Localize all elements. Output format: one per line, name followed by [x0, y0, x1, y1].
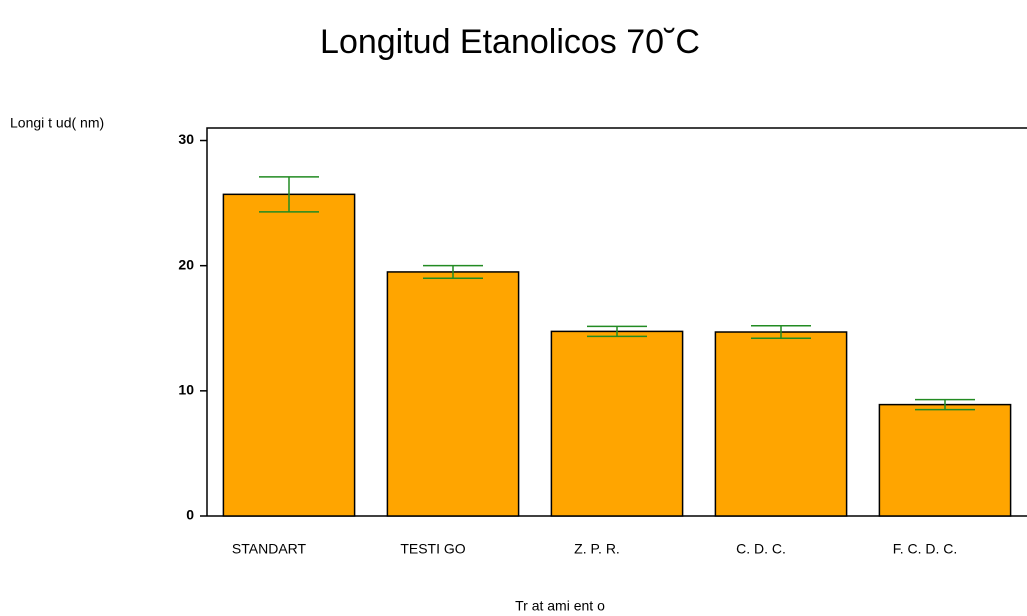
bar [878, 403, 1012, 517]
bar [550, 330, 684, 517]
plot-frame [206, 127, 1027, 516]
x-tick-label: F. C. D. C. [893, 541, 958, 557]
error-bar [423, 264, 483, 279]
bar [222, 193, 356, 517]
error-bar [587, 325, 647, 338]
bar [386, 271, 520, 517]
y-axis-label: Longi t ud( nm) [10, 115, 104, 131]
bar [714, 331, 848, 517]
y-tick-label: 0 [186, 507, 194, 523]
error-bar [915, 398, 975, 411]
x-tick-label: Z. P. R. [574, 541, 620, 557]
y-tick-label: 30 [178, 131, 194, 147]
x-tick-label: TESTI GO [400, 541, 465, 557]
x-tick-label: C. D. C. [736, 541, 786, 557]
error-bar [259, 176, 319, 213]
y-tick-label: 20 [178, 256, 194, 272]
chart-title: Longitud Etanolicos 70˘C [320, 23, 700, 61]
error-bar [751, 325, 811, 340]
x-axis-label: Tr at ami ent o [515, 598, 605, 614]
x-tick-label: STANDART [232, 541, 307, 557]
y-tick-label: 10 [178, 382, 194, 398]
